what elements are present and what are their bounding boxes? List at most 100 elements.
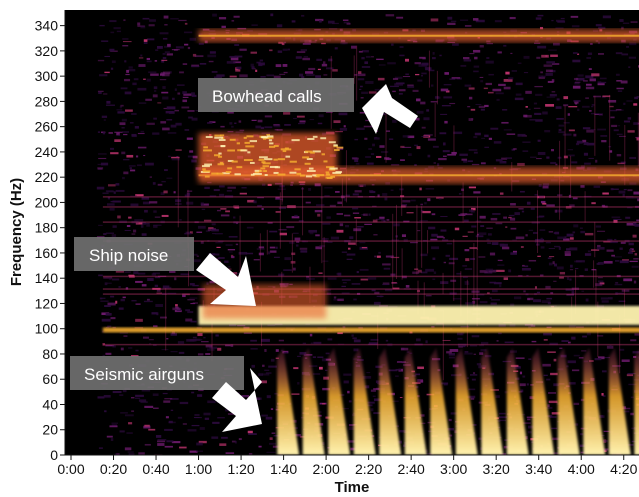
noise-speck: [488, 137, 493, 140]
noise-speck: [374, 136, 378, 139]
noise-speck: [312, 373, 321, 375]
noise-speck: [597, 261, 604, 265]
noise-speck: [571, 287, 579, 290]
noise-speck: [172, 307, 181, 311]
noise-speck: [584, 253, 592, 256]
noise-speck: [515, 357, 525, 359]
noise-speck: [103, 93, 108, 95]
call-speck: [294, 168, 301, 171]
noise-speck: [528, 108, 531, 110]
noise-speck: [182, 63, 188, 65]
noise-speck: [415, 373, 421, 376]
noise-speck: [257, 204, 262, 207]
noise-speck: [400, 159, 405, 161]
noise-speck: [505, 157, 513, 159]
noise-speck: [614, 260, 620, 262]
noise-speck: [444, 72, 449, 75]
noise-speck: [140, 225, 144, 228]
noise-speck: [610, 109, 617, 112]
call-speck: [263, 137, 267, 140]
noise-speck: [528, 358, 532, 360]
noise-speck: [228, 236, 238, 238]
airgun-pulse: [302, 347, 325, 455]
noise-speck: [634, 253, 638, 256]
noise-speck: [428, 226, 436, 230]
noise-streak: [259, 233, 261, 272]
noise-speck: [100, 297, 106, 299]
noise-speck: [120, 412, 128, 414]
noise-speck: [628, 242, 634, 246]
noise-speck: [419, 220, 428, 222]
noise-speck: [315, 246, 323, 250]
noise-speck: [630, 339, 637, 342]
noise-speck: [119, 332, 128, 334]
noise-speck: [569, 247, 578, 251]
noise-speck: [187, 298, 195, 301]
noise-speck: [255, 125, 262, 129]
noise-speck: [627, 207, 633, 209]
noise-speck: [526, 274, 529, 277]
noise-speck: [595, 225, 602, 228]
noise-speck: [148, 71, 157, 74]
noise-speck: [379, 216, 385, 219]
noise-speck: [611, 254, 615, 257]
noise-speck: [557, 21, 566, 23]
noise-speck: [110, 152, 119, 155]
noise-speck: [618, 190, 626, 194]
noise-speck: [531, 221, 540, 224]
y-tick-label: 260: [35, 119, 59, 135]
airgun-pulse: [634, 349, 639, 455]
y-tick-label: 240: [35, 144, 59, 160]
noise-speck: [571, 161, 578, 164]
noise-speck: [128, 274, 135, 277]
noise-speck: [391, 239, 399, 242]
noise-speck: [229, 75, 237, 78]
y-tick-label: 160: [35, 245, 59, 261]
noise-speck: [179, 219, 182, 221]
noise-speck: [554, 245, 561, 248]
noise-speck: [517, 133, 526, 137]
x-tick-label: 0:00: [57, 461, 84, 477]
noise-speck: [185, 231, 191, 233]
noise-speck: [559, 347, 563, 350]
noise-speck: [294, 434, 301, 437]
y-tick-label: 40: [42, 396, 58, 412]
noise-speck: [168, 155, 171, 158]
noise-speck: [359, 242, 366, 244]
noise-speck: [623, 188, 627, 191]
noise-speck: [360, 85, 363, 88]
noise-speck: [267, 183, 272, 186]
noise-speck: [391, 400, 399, 402]
noise-speck: [102, 354, 105, 357]
noise-speck: [635, 205, 639, 208]
call-speck: [214, 134, 222, 137]
noise-speck: [339, 127, 348, 131]
noise-speck: [574, 101, 579, 104]
noise-speck: [608, 146, 612, 148]
noise-speck: [143, 425, 151, 429]
noise-speck: [547, 301, 551, 305]
noise-speck: [360, 278, 369, 281]
noise-speck: [416, 98, 421, 102]
noise-speck: [154, 284, 159, 287]
noise-speck: [102, 192, 109, 195]
noise-speck: [549, 93, 557, 97]
noise-speck: [596, 244, 601, 248]
noise-speck: [134, 126, 139, 129]
noise-speck: [627, 373, 636, 375]
annotation-ship-noise: Ship noise: [74, 237, 256, 306]
x-tick-label: 1:40: [270, 461, 297, 477]
noise-speck: [218, 240, 224, 242]
noise-speck: [306, 275, 310, 278]
noise-speck: [540, 246, 545, 249]
noise-speck: [501, 121, 509, 124]
noise-speck: [401, 203, 408, 207]
airgun-pulse: [277, 347, 300, 455]
noise-speck: [131, 410, 135, 412]
noise-speck: [152, 94, 158, 98]
noise-speck: [503, 44, 507, 47]
noise-speck: [105, 313, 112, 316]
noise-speck: [354, 159, 359, 163]
noise-speck: [571, 336, 576, 340]
noise-speck: [198, 440, 207, 444]
